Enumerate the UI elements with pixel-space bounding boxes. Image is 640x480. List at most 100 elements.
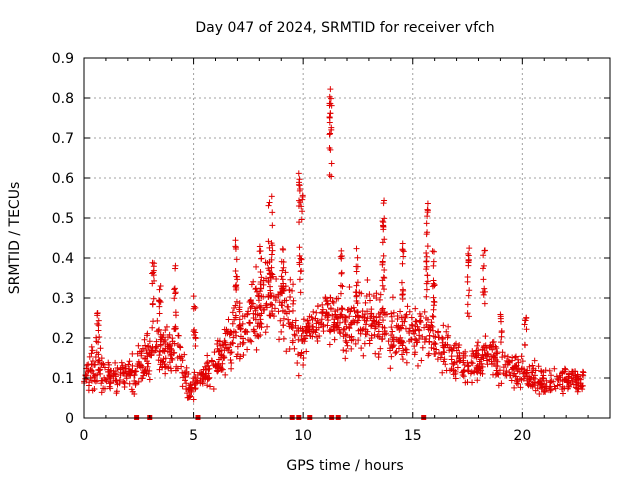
data-point (473, 354, 480, 361)
data-point (248, 303, 255, 310)
data-point (141, 336, 148, 343)
x-tick-label: 15 (404, 428, 422, 444)
data-point (257, 268, 264, 275)
data-point (548, 386, 555, 393)
data-point (142, 355, 149, 362)
data-point (191, 369, 198, 376)
data-point (265, 265, 272, 272)
data-point (440, 344, 447, 351)
data-point (494, 371, 501, 378)
data-point (319, 309, 326, 316)
data-point (574, 388, 581, 395)
data-point (157, 283, 164, 290)
data-point (303, 348, 310, 355)
data-point (393, 322, 400, 329)
data-point (423, 280, 430, 287)
data-point (561, 365, 568, 372)
data-point (239, 320, 246, 327)
data-point (468, 352, 475, 359)
data-point (512, 353, 519, 360)
data-point (256, 248, 263, 255)
data-point (297, 289, 304, 296)
data-point (113, 388, 120, 395)
data-point (340, 347, 347, 354)
data-point (279, 307, 286, 314)
data-point (149, 301, 156, 308)
data-point (477, 356, 484, 363)
data-point (412, 305, 419, 312)
data-point (423, 315, 430, 322)
data-point (156, 303, 163, 310)
data-point (353, 282, 360, 289)
data-point (280, 280, 287, 287)
data-point (92, 361, 99, 368)
data-point (278, 258, 285, 265)
data-point (416, 336, 423, 343)
y-tick-label: 0.4 (52, 251, 74, 267)
data-point (257, 332, 264, 339)
data-point (435, 349, 442, 356)
data-point (295, 336, 302, 343)
data-point (92, 354, 99, 361)
data-point (536, 391, 543, 398)
data-point (380, 274, 387, 281)
data-point (283, 348, 290, 355)
data-point (389, 318, 396, 325)
data-point (112, 373, 119, 380)
data-point (439, 369, 446, 376)
data-point (88, 350, 95, 357)
data-point (219, 341, 226, 348)
data-point (430, 327, 437, 334)
data-point (431, 339, 438, 346)
data-point (186, 384, 193, 391)
x-axis-label: GPS time / hours (286, 458, 403, 474)
data-point (128, 386, 135, 393)
data-point (376, 313, 383, 320)
data-point (428, 344, 435, 351)
data-point (299, 192, 306, 199)
data-point (418, 357, 425, 364)
data-point (327, 294, 334, 301)
data-point (462, 352, 469, 359)
data-point (452, 375, 459, 382)
data-point (436, 334, 443, 341)
data-point (342, 337, 349, 344)
data-point (153, 338, 160, 345)
data-point (258, 310, 265, 317)
data-point (337, 290, 344, 297)
data-point (171, 286, 178, 293)
data-point (269, 242, 276, 249)
data-point (381, 286, 388, 293)
data-point (162, 370, 169, 377)
data-point (126, 380, 133, 387)
data-point (379, 324, 386, 331)
data-point (150, 295, 157, 302)
data-point (225, 347, 232, 354)
data-point (460, 373, 467, 380)
data-point (181, 351, 188, 358)
data-point (156, 310, 163, 317)
data-point (464, 363, 471, 370)
y-tick-label: 0.7 (52, 131, 74, 147)
data-point (279, 267, 286, 274)
data-point (208, 357, 215, 364)
data-point (373, 314, 380, 321)
x-tick-label: 20 (513, 428, 531, 444)
data-point (306, 322, 313, 329)
data-point (336, 328, 343, 335)
data-point (116, 377, 123, 384)
data-point (280, 315, 287, 322)
data-point (219, 366, 226, 373)
data-point (338, 311, 345, 318)
data-point (101, 374, 108, 381)
data-point (399, 291, 406, 298)
data-point (167, 352, 174, 359)
data-point (139, 363, 146, 370)
data-point (331, 336, 338, 343)
data-points (81, 86, 587, 403)
data-point (278, 328, 285, 335)
data-point (290, 300, 297, 307)
data-point (269, 271, 276, 278)
data-point (340, 333, 347, 340)
data-point (481, 347, 488, 354)
